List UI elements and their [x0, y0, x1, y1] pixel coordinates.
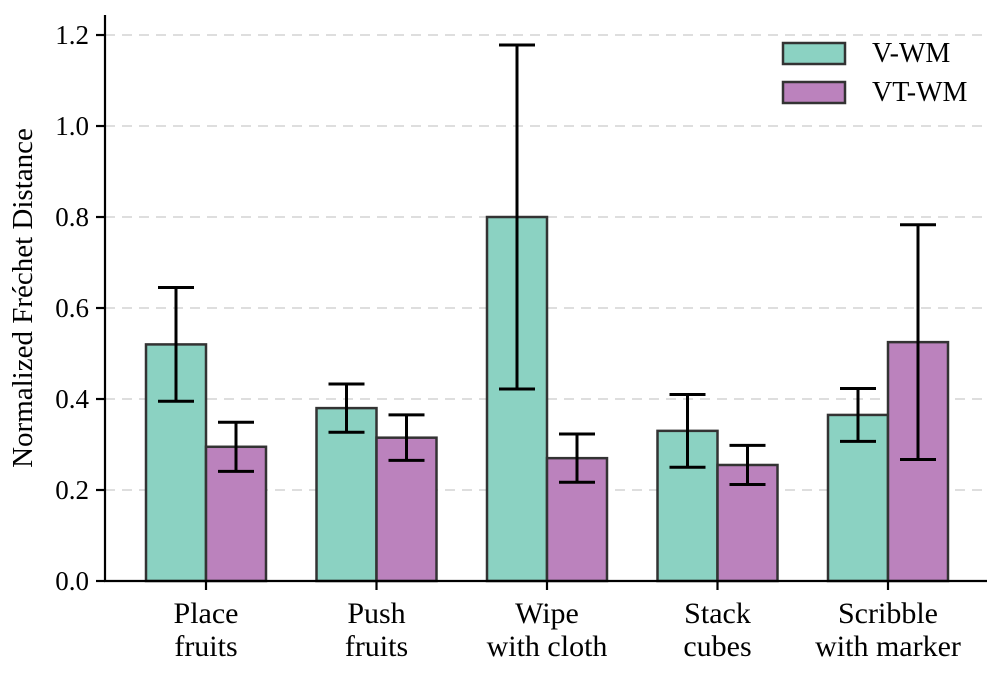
y-axis-label: Normalized Fréchet Distance	[7, 128, 39, 468]
y-tick-label-0.0: 0.0	[55, 566, 89, 596]
y-tick-label-1.2: 1.2	[55, 20, 89, 50]
legend-swatch-v-wm	[781, 41, 847, 66]
legend-swatch-vt-wm	[781, 80, 847, 105]
x-category-label-place-fruits-line2: fruits	[174, 630, 237, 663]
y-tick-label-0.2: 0.2	[55, 475, 89, 505]
legend-label-vt-wm: VT-WM	[872, 77, 968, 108]
y-tick-label-1.0: 1.0	[55, 111, 89, 141]
y-tick-label-0.8: 0.8	[55, 202, 89, 232]
x-category-label-stack-cubes-line1: Stack	[684, 597, 751, 630]
legend-label-v-wm: V-WM	[872, 38, 950, 69]
x-category-label-stack-cubes-line2: cubes	[683, 630, 751, 663]
x-category-label-wipe-with-cloth-line2: with cloth	[487, 630, 608, 663]
x-category-label-place-fruits-line1: Place	[174, 597, 239, 630]
x-category-label-scribble-with-marker-line1: Scribble	[838, 597, 938, 630]
y-tick-label-0.6: 0.6	[55, 293, 89, 323]
y-tick-label-0.4: 0.4	[55, 384, 89, 414]
x-category-label-wipe-with-cloth-line1: Wipe	[515, 597, 579, 630]
x-category-label-push-fruits-line2: fruits	[345, 630, 408, 663]
x-category-label-push-fruits-line1: Push	[347, 597, 405, 630]
x-category-label-scribble-with-marker-line2: with marker	[815, 630, 961, 663]
bar-v-wm-push-fruits	[315, 406, 378, 583]
